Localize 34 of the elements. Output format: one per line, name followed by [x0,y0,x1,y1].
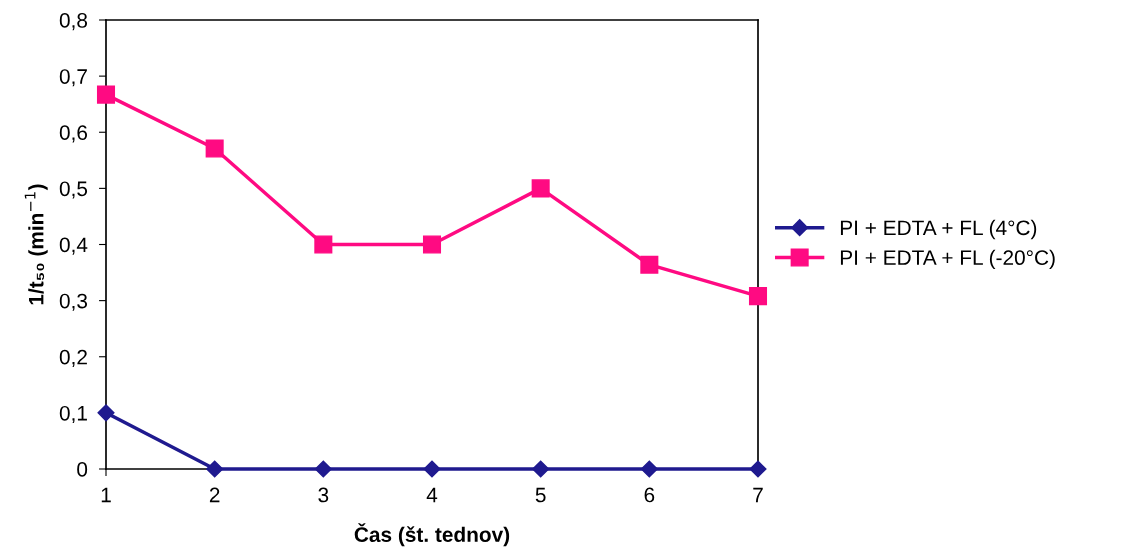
legend-label: PI + EDTA + FL (4°C) [840,219,1037,240]
x-tick-label: 3 [318,487,329,503]
x-tick-label: 6 [644,487,655,503]
point [640,255,659,274]
point [97,404,115,422]
x-tick-label: 4 [426,487,438,503]
y-tick-label: 0,2 [59,349,87,367]
x-tick-label: 7 [753,487,763,503]
point [96,85,116,104]
x-axis-title: Čas (št. tednov) [354,523,510,547]
x-tick-label: 5 [535,487,546,503]
point [531,179,550,198]
y-tick-label: 0,7 [59,69,87,87]
point [205,139,224,158]
y-tick-label: 0,3 [59,293,88,311]
point [532,460,550,478]
point [314,460,332,478]
point [423,460,441,478]
y-axis-title: 1/t₅₀ (min$^{−1}$) [24,184,48,305]
point [206,460,224,478]
y-tick-label: 0 [77,462,88,477]
point [314,235,333,254]
x-tick-label: 2 [209,487,220,503]
point [749,460,767,478]
x-tick-label: 1 [101,487,111,503]
point [640,460,658,478]
y-tick-label: 0,8 [59,13,88,31]
y-tick-label: 0,1 [59,405,87,424]
y-tick-label: 0,5 [59,181,88,199]
point [748,287,768,306]
y-tick-label: 0,4 [59,237,88,255]
y-tick-label: 0,6 [59,125,88,143]
point [422,235,442,254]
legend-label: PI + EDTA + FL (-20°C) [840,249,1055,270]
